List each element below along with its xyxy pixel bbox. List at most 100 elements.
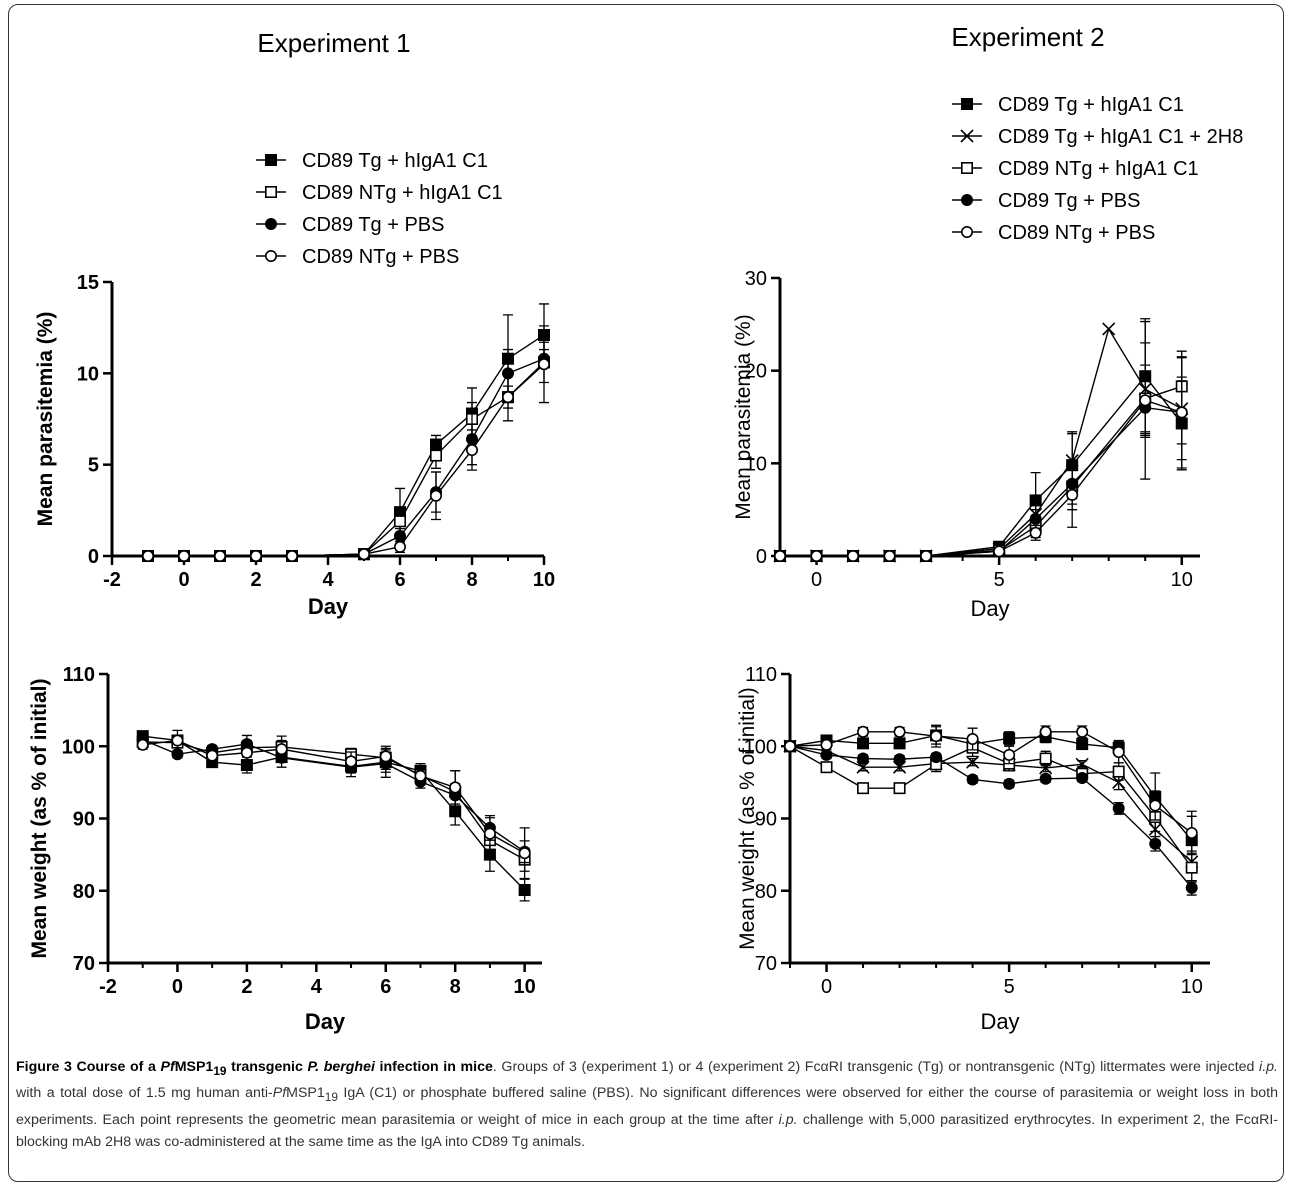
series-line xyxy=(780,386,1182,556)
y-tick-label: 110 xyxy=(745,664,777,686)
x-tick-label: 2 xyxy=(250,569,261,591)
y-axis-label: Mean parasitemia (%) xyxy=(34,312,57,527)
series-line xyxy=(148,335,544,556)
data-point xyxy=(359,549,369,559)
legend-marker xyxy=(961,98,973,110)
caption-mid: transgenic xyxy=(227,1059,308,1075)
data-point xyxy=(431,450,441,460)
data-point xyxy=(1077,727,1087,737)
data-point xyxy=(1140,395,1150,405)
series-1 xyxy=(142,304,550,562)
legend-marker xyxy=(961,194,973,206)
data-point xyxy=(1187,828,1197,838)
data-point xyxy=(785,741,795,751)
data-point xyxy=(539,359,549,369)
data-point xyxy=(1113,747,1123,757)
caption-msp2: MSP1 xyxy=(286,1085,325,1101)
series-line xyxy=(148,359,544,556)
data-point xyxy=(1067,490,1077,500)
legend-marker xyxy=(265,218,277,230)
data-point xyxy=(1186,882,1198,894)
series-line xyxy=(148,364,544,556)
series-5 xyxy=(785,725,1197,854)
data-point xyxy=(1003,732,1015,744)
x-tick-label: 4 xyxy=(311,976,323,998)
panel-title: Experiment 2 xyxy=(951,22,1104,52)
data-point xyxy=(775,551,785,561)
y-axis-label: Mean weight (as % of initial) xyxy=(28,678,51,958)
panel-exp2-weight: 0 5 10708090100110DayMean weight (as % of … xyxy=(736,664,1210,1034)
y-tick-label: 110 xyxy=(63,664,95,686)
caption-pf2: Pf xyxy=(273,1085,286,1101)
series-3 xyxy=(775,351,1187,561)
data-point xyxy=(381,751,391,761)
series-line xyxy=(790,746,1192,862)
caption-label: Figure 3 Course of a xyxy=(16,1059,161,1075)
y-tick-label: 30 xyxy=(745,268,767,290)
caption-ip2: i.p. xyxy=(779,1112,798,1128)
x-tick-label: 2 xyxy=(241,976,252,998)
data-point xyxy=(242,748,252,758)
x-axis-label: Day xyxy=(308,594,349,619)
series-2 xyxy=(143,342,549,561)
data-point xyxy=(894,753,906,765)
data-point xyxy=(485,828,495,838)
caption-sub2: 19 xyxy=(325,1090,338,1104)
x-tick-label: 6 xyxy=(380,976,391,998)
legend-entry-3: CD89 Tg + PBS xyxy=(256,214,444,236)
series-1 xyxy=(774,319,1188,562)
data-point xyxy=(967,773,979,785)
series-2 xyxy=(138,736,530,871)
caption-msp: MSP1 xyxy=(175,1059,214,1075)
data-point xyxy=(1113,802,1125,814)
legend-entry-2: CD89 Tg + hIgA1 C1 + 2H8 xyxy=(952,126,1243,148)
legend-label: CD89 NTg + PBS xyxy=(302,246,459,268)
x-tick-label: 4 xyxy=(322,569,334,591)
data-point xyxy=(179,551,189,561)
x-tick-label: 10 xyxy=(514,976,536,998)
data-point xyxy=(415,771,425,781)
data-point xyxy=(1030,513,1042,525)
data-point xyxy=(857,753,869,765)
x-tick-label: 6 xyxy=(394,569,405,591)
legend-label: CD89 NTg + hIgA1 C1 xyxy=(998,158,1199,180)
x-tick-label: 10 xyxy=(1171,569,1193,591)
data-point xyxy=(251,551,261,561)
panel-exp1-parasitemia: Experiment 1 -2 0 2 4 6 8 10051015DayMean para… xyxy=(34,28,555,619)
y-tick-label: 15 xyxy=(77,272,99,294)
data-point xyxy=(1177,407,1187,417)
legend-label: CD89 Tg + PBS xyxy=(998,190,1140,212)
series-line xyxy=(790,732,1192,833)
data-point xyxy=(994,546,1004,556)
data-point xyxy=(921,551,931,561)
legend-entry-5: CD89 NTg + PBS xyxy=(952,222,1155,244)
data-point xyxy=(215,551,225,561)
data-point xyxy=(930,751,942,763)
series-line xyxy=(780,376,1182,556)
y-tick-label: 0 xyxy=(756,546,767,568)
data-point xyxy=(967,734,977,744)
caption-end: infection in mice xyxy=(375,1059,493,1075)
data-point xyxy=(1040,753,1050,763)
data-point xyxy=(450,782,460,792)
data-point xyxy=(1040,727,1050,737)
data-point xyxy=(1187,862,1197,872)
data-point xyxy=(1113,766,1123,776)
figure-canvas: Experiment 1 -2 0 2 4 6 8 10051015DayMean para… xyxy=(0,0,1292,1050)
legend-label: CD89 Tg + hIgA1 C1 xyxy=(998,94,1184,116)
data-point xyxy=(1040,773,1052,785)
x-tick-label: 10 xyxy=(533,569,555,591)
data-point xyxy=(1150,800,1160,810)
data-point xyxy=(894,783,904,793)
caption-pf: Pf xyxy=(161,1059,175,1075)
x-axis-label: Day xyxy=(305,1009,346,1034)
data-point xyxy=(848,551,858,561)
data-point xyxy=(894,727,904,737)
y-axis-label: Mean weight (as % of initial) xyxy=(736,687,759,950)
x-tick-label: -2 xyxy=(103,569,121,591)
series-line xyxy=(143,740,525,852)
series-line xyxy=(148,362,544,556)
x-tick-label: 5 xyxy=(1004,976,1015,998)
legend-label: CD89 Tg + hIgA1 C1 xyxy=(302,150,488,172)
data-point xyxy=(858,783,868,793)
